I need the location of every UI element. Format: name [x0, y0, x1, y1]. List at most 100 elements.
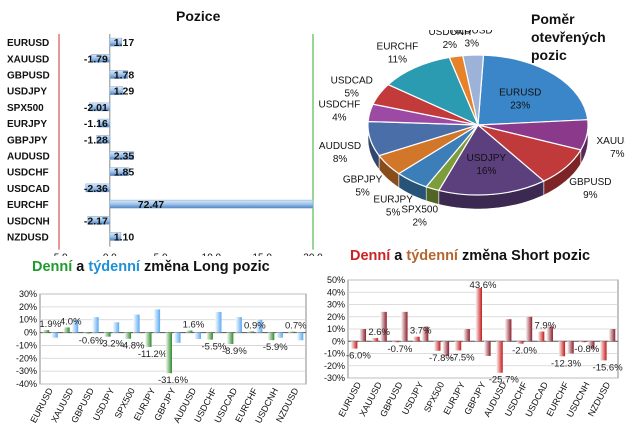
ratio-title-line-1: Poměr — [531, 11, 575, 27]
pie-label-name: EURJPY — [373, 194, 413, 205]
ratio-title-line-3: pozic — [531, 47, 567, 63]
weekly-bar-xauusd — [71, 319, 79, 333]
data-label-gbpusd: -0.7% — [388, 344, 413, 355]
category-label-usdchf: USDCHF — [7, 168, 49, 179]
pie-label-name: GBPUSD — [569, 177, 611, 188]
pie-label-percent: 7% — [610, 149, 625, 160]
bar-nzdusd — [109, 232, 122, 241]
plot-area — [39, 293, 307, 385]
weekly-bar-eurusd — [359, 329, 367, 342]
pie-label-name: EURCHF — [377, 42, 419, 53]
bar-usdcad — [85, 183, 111, 193]
value-label-usdchf: 1.85 — [114, 167, 135, 179]
data-label-eurchf: -12.3% — [551, 358, 582, 369]
y-tick-label: -40% — [16, 379, 37, 389]
data-label-eurchf: 0.9% — [244, 320, 266, 331]
weekly-bar-eurjpy — [463, 329, 470, 342]
category-label-eurchf: EURCHF — [7, 200, 49, 211]
weekly-bar-gbpusd — [92, 317, 99, 333]
value-label-usdjpy: 1.29 — [114, 86, 135, 98]
value-label-xauusd: -1.79 — [84, 53, 108, 65]
daily-bar-eurjpy — [144, 332, 152, 347]
data-label-usdcnh: -0.8% — [574, 344, 599, 355]
pie-label-usdcad: USDCAD 5% — [331, 75, 373, 99]
weekly-bar-eurjpy — [153, 309, 161, 333]
pie-label-percent: 23% — [510, 100, 530, 111]
pie-label-percent: 8% — [333, 154, 348, 165]
y-tick-label: 20% — [19, 302, 37, 312]
pie-label-percent: 3% — [465, 38, 480, 49]
pie-label-name: NZDUSD — [451, 30, 493, 36]
data-label-eurjpy: -7.5% — [450, 352, 475, 363]
y-tick-label: 10% — [19, 315, 37, 325]
short-change-bar-chart: 50%40%30%20%10%0%-10%-20%-30%-6.0%EURUSD… — [324, 275, 623, 419]
daily-bar-eurchf — [247, 331, 254, 333]
long-title-rest: změna Long pozic — [139, 259, 270, 275]
pie-label-eurusd: EURUSD 23% — [499, 87, 541, 111]
pie-slice-usdjpy — [437, 124, 545, 196]
category-label-usdcnh: USDCNH — [7, 216, 50, 227]
long-change-bar-chart: 30%20%10%0%-10%-20%-30%-40%1.9%EURUSD4.0… — [16, 289, 307, 425]
pie-label-name: USDCAD — [331, 75, 373, 86]
pie-slice-eurchf — [387, 56, 480, 127]
daily-bar-usdjpy — [413, 336, 420, 342]
daily-bar-usdchf — [516, 341, 524, 344]
weekly-bar-usdjpy — [421, 326, 429, 342]
pie-label-spx500: SPX500 2% — [401, 205, 438, 229]
long-title-weekly: týdenní — [88, 259, 140, 275]
bar-gbpjpy — [96, 135, 111, 144]
weekly-bar-gbpjpy — [484, 341, 491, 356]
bar-usdcnh — [87, 216, 111, 225]
data-label-eurusd: -6.0% — [346, 351, 371, 362]
data-label-gbpusd: -0.6% — [79, 335, 104, 346]
short-title-daily: Denní — [350, 248, 391, 264]
weekly-bar-usdjpy — [112, 322, 120, 333]
data-label-gbpjpy: 43.6% — [470, 280, 497, 291]
value-label-gbpusd: 1.78 — [114, 70, 135, 82]
weekly-bar-spx500 — [133, 314, 140, 333]
bar-gbpusd — [109, 70, 129, 79]
y-tick-label: -10% — [324, 349, 345, 359]
data-label-usdchf: -5.5% — [202, 342, 227, 353]
pie-label-percent: 11% — [388, 55, 407, 66]
daily-bar-usdcnh — [579, 341, 586, 343]
position-bar-chart: EURUSD 1.17 XAUUSD -1.79 GBPUSD 1.78 USDJPY 1.2… — [7, 34, 323, 256]
pie-label-name: XAUUSD — [596, 136, 625, 147]
daily-bar-usdcad — [537, 331, 545, 342]
weekly-bar-gbpjpy — [174, 332, 181, 343]
value-label-nzdusd: 1.10 — [114, 232, 135, 244]
pie-label-percent: 2% — [443, 40, 458, 51]
long-title-daily: Denní — [32, 259, 73, 275]
weekly-bar-eurchf — [567, 341, 574, 354]
short-title-and: a — [390, 248, 407, 264]
bar-eurjpy — [97, 118, 111, 128]
y-tick-label: -20% — [324, 361, 345, 371]
ratio-title-line-2: otevřených — [531, 29, 606, 45]
category-label-usdcad: USDCAD — [7, 184, 50, 195]
y-tick-label: -10% — [16, 340, 37, 350]
weekly-bar-usdcad — [546, 326, 553, 342]
pie-label-percent: 2% — [412, 218, 427, 229]
y-tick-label: -30% — [324, 373, 345, 383]
pie-label-eurchf: EURCHF 11% — [377, 42, 419, 66]
pie-label-percent: 5% — [345, 88, 360, 99]
y-tick-label: -20% — [16, 353, 37, 363]
pie-label-percent: 5% — [386, 207, 401, 218]
value-label-eurjpy: -1.16 — [84, 118, 108, 130]
daily-bar-eurjpy — [454, 341, 462, 351]
daily-bar-usdjpy — [104, 332, 111, 337]
x-tick-label: 20.0 — [303, 253, 323, 256]
pie-label-eurjpy: EURJPY 5% — [373, 194, 413, 218]
pie-label-usdjpy: USDJPY 16% — [467, 153, 507, 177]
daily-bar-audusd — [496, 341, 503, 373]
daily-bar-nzdusd — [288, 331, 295, 333]
pie-label-usdchf: USDCHF 4% — [319, 99, 361, 123]
bar-eurusd — [109, 37, 122, 47]
pie-label-name: GBPJPY — [343, 174, 383, 185]
pie-label-percent: 4% — [332, 112, 347, 123]
data-label-usdcnh: -5.9% — [263, 342, 288, 353]
pie-slice-eurusd — [477, 54, 589, 126]
data-label-nzdusd: 0.7% — [285, 321, 307, 332]
x-tick-label: 0.0 — [103, 253, 117, 256]
y-tick-label: 30% — [327, 300, 345, 310]
